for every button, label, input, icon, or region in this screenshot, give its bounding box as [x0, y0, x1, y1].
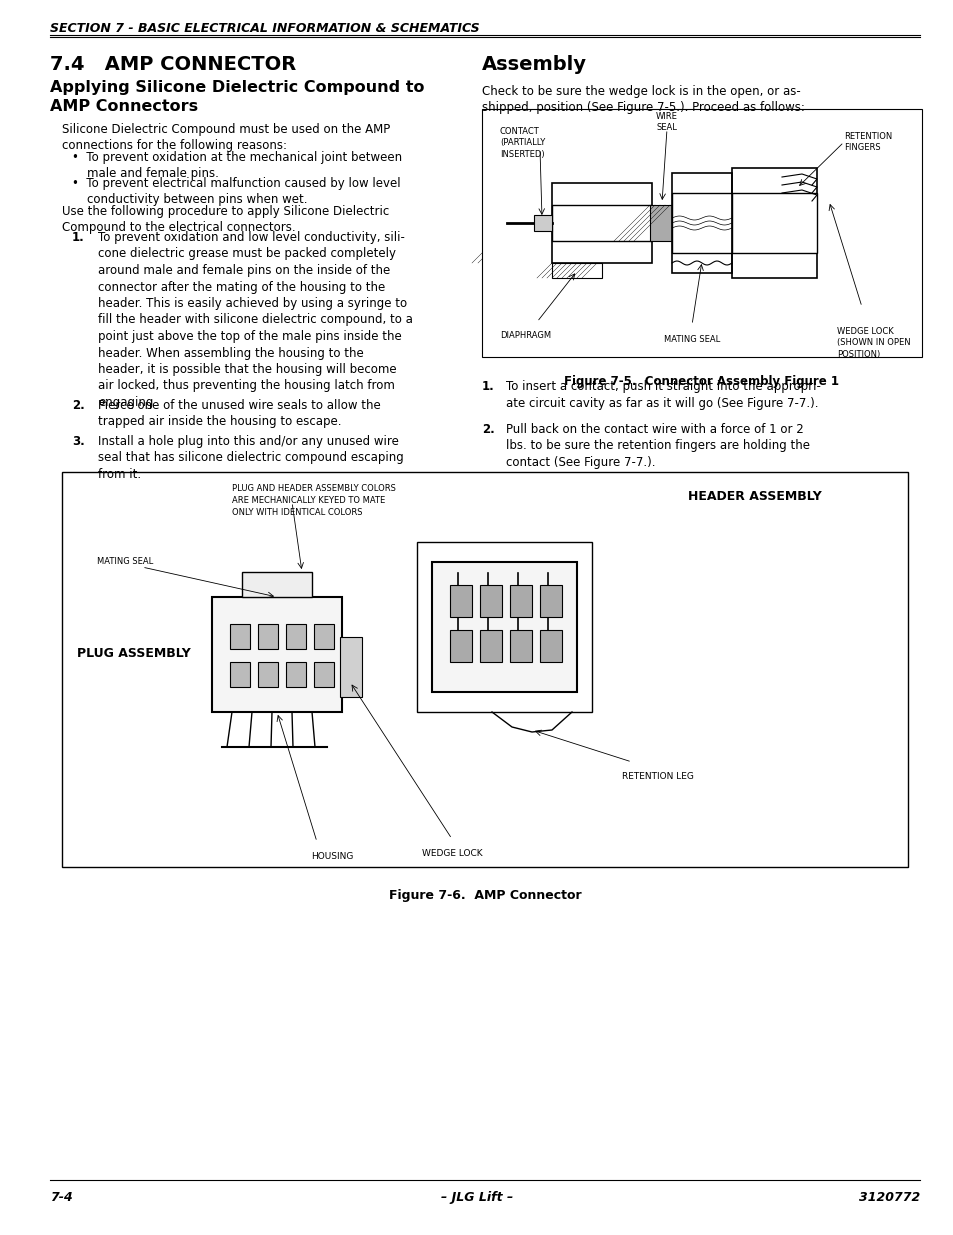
Bar: [539, 585, 561, 618]
Bar: [552, 205, 651, 241]
Polygon shape: [341, 572, 367, 713]
Text: Applying Silicone Dielectric Compound to
AMP Connectors: Applying Silicone Dielectric Compound to…: [50, 80, 424, 114]
Text: HEADER ASSEMBLY: HEADER ASSEMBLY: [687, 490, 821, 503]
Text: Silicone Dielectric Compound must be used on the AMP
connections for the followi: Silicone Dielectric Compound must be use…: [62, 124, 390, 152]
Bar: [731, 193, 816, 253]
Bar: [481, 109, 921, 357]
Text: Pierce one of the unused wire seals to allow the
trapped air inside the housing : Pierce one of the unused wire seals to a…: [98, 399, 380, 429]
Bar: [416, 542, 592, 713]
Polygon shape: [212, 572, 367, 597]
Text: 3120772: 3120772: [858, 1191, 919, 1204]
Bar: [432, 562, 577, 692]
Text: WEDGE LOCK
(SHOWN IN OPEN
POSITION): WEDGE LOCK (SHOWN IN OPEN POSITION): [836, 327, 910, 359]
Bar: [450, 585, 472, 618]
Text: CONTACT
(PARTIALLY
INSERTED): CONTACT (PARTIALLY INSERTED): [499, 127, 545, 159]
Text: 7-4: 7-4: [50, 1191, 72, 1204]
Bar: [314, 662, 334, 687]
Text: WEDGE LOCK: WEDGE LOCK: [421, 848, 482, 858]
Polygon shape: [432, 532, 606, 562]
Bar: [671, 193, 731, 253]
Bar: [649, 205, 671, 241]
Text: Figure 7-5.  Connector Assembly Figure 1: Figure 7-5. Connector Assembly Figure 1: [564, 375, 839, 388]
Polygon shape: [577, 532, 606, 692]
Text: PLUG ASSEMBLY: PLUG ASSEMBLY: [77, 647, 191, 659]
Bar: [539, 630, 561, 662]
Text: •  To prevent oxidation at the mechanical joint between
    male and female pins: • To prevent oxidation at the mechanical…: [71, 151, 402, 180]
Bar: [242, 572, 312, 597]
Circle shape: [416, 550, 427, 559]
Bar: [552, 183, 651, 263]
Bar: [286, 624, 306, 650]
Bar: [257, 624, 277, 650]
Text: To prevent oxidation and low level conductivity, sili-
cone dielectric grease mu: To prevent oxidation and low level condu…: [98, 231, 413, 409]
Circle shape: [575, 550, 584, 559]
Bar: [230, 662, 250, 687]
Circle shape: [575, 701, 584, 713]
Bar: [479, 585, 501, 618]
Bar: [212, 597, 341, 713]
Text: 2.: 2.: [481, 424, 495, 436]
Bar: [62, 472, 907, 867]
Bar: [534, 215, 552, 231]
Text: ONLY WITH IDENTICAL COLORS: ONLY WITH IDENTICAL COLORS: [232, 508, 362, 517]
Bar: [479, 630, 501, 662]
Bar: [230, 624, 250, 650]
Bar: [339, 637, 361, 697]
Text: RETENTION
FINGERS: RETENTION FINGERS: [843, 132, 891, 152]
Bar: [257, 662, 277, 687]
Text: ARE MECHANICALLY KEYED TO MATE: ARE MECHANICALLY KEYED TO MATE: [232, 496, 385, 505]
Bar: [286, 662, 306, 687]
Circle shape: [416, 701, 427, 713]
Text: DIAPHRAGM: DIAPHRAGM: [499, 331, 551, 340]
Bar: [510, 630, 532, 662]
Text: RETENTION LEG: RETENTION LEG: [621, 772, 693, 781]
Text: PLUG AND HEADER ASSEMBLY COLORS: PLUG AND HEADER ASSEMBLY COLORS: [232, 484, 395, 493]
Bar: [552, 263, 601, 278]
Bar: [671, 173, 731, 273]
Text: 7.4   AMP CONNECTOR: 7.4 AMP CONNECTOR: [50, 56, 296, 74]
Text: 2.: 2.: [71, 399, 85, 412]
Text: Check to be sure the wedge lock is in the open, or as-
shipped, position (See Fi: Check to be sure the wedge lock is in th…: [481, 85, 804, 115]
Bar: [450, 630, 472, 662]
Text: MATING SEAL: MATING SEAL: [663, 335, 720, 345]
Text: HOUSING: HOUSING: [311, 852, 353, 861]
Text: MATING SEAL: MATING SEAL: [97, 557, 153, 566]
Text: 1.: 1.: [71, 231, 85, 245]
Text: To insert a contact, push it straight into the appropri-
ate circuit cavity as f: To insert a contact, push it straight in…: [505, 380, 820, 410]
Text: WIRE
SEAL: WIRE SEAL: [656, 112, 678, 132]
Bar: [314, 624, 334, 650]
Text: 1.: 1.: [481, 380, 495, 393]
Text: Figure 7-6.  AMP Connector: Figure 7-6. AMP Connector: [388, 889, 580, 902]
Text: – JLG Lift –: – JLG Lift –: [440, 1191, 513, 1204]
Text: Assembly: Assembly: [481, 56, 586, 74]
Text: 3.: 3.: [71, 435, 85, 448]
Text: SECTION 7 - BASIC ELECTRICAL INFORMATION & SCHEMATICS: SECTION 7 - BASIC ELECTRICAL INFORMATION…: [50, 22, 479, 35]
Text: Install a hole plug into this and/or any unused wire
seal that has silicone diel: Install a hole plug into this and/or any…: [98, 435, 403, 480]
Text: •  To prevent electrical malfunction caused by low level
    conductivity betwee: • To prevent electrical malfunction caus…: [71, 177, 400, 206]
Bar: [510, 585, 532, 618]
Text: Pull back on the contact wire with a force of 1 or 2
lbs. to be sure the retenti: Pull back on the contact wire with a for…: [505, 424, 809, 469]
Text: Use the following procedure to apply Silicone Dielectric
Compound to the electri: Use the following procedure to apply Sil…: [62, 205, 389, 235]
Bar: [731, 168, 816, 278]
